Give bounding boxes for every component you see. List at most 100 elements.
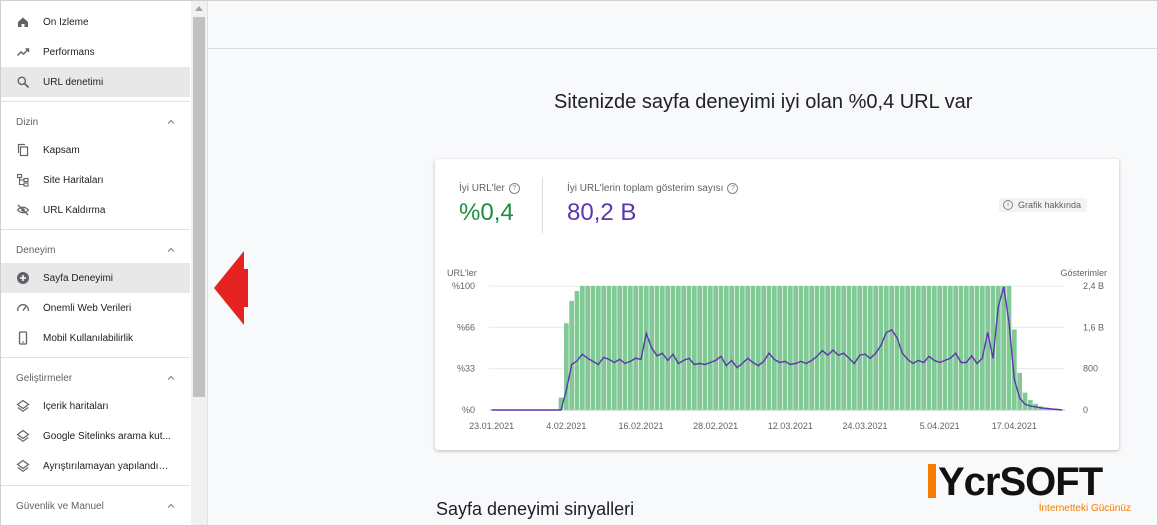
chart-bar — [606, 286, 612, 410]
chart-bar — [745, 286, 751, 410]
sidebar-section-title: Geliştirmeler — [16, 372, 73, 384]
chart-bar — [686, 286, 692, 410]
sidebar-item-url-kald-rma[interactable]: URL Kaldırma — [1, 195, 190, 225]
metric-impressions[interactable]: İyi URL'lerin toplam gösterim sayısı? 80… — [567, 183, 739, 227]
metric-good-urls-label: İyi URL'ler — [459, 183, 505, 194]
chart-bar — [915, 286, 921, 410]
sidebar-item-label: Ayrıştırılamayan yapılandırı... — [43, 460, 171, 472]
sidebar-item-nemli-web-verileri[interactable]: Önemli Web Verileri — [1, 293, 190, 323]
sidebar-scrollbar[interactable] — [191, 1, 207, 525]
about-chart-button[interactable]: i Grafik hakkında — [999, 198, 1088, 212]
chevron-up-icon — [167, 247, 175, 252]
sidebar-item-kapsam[interactable]: Kapsam — [1, 135, 190, 165]
chart-bar — [894, 286, 900, 410]
chart-bar — [611, 286, 617, 410]
sidebar-section-0[interactable]: Dizin — [1, 109, 190, 135]
page-headline: Sitenizde sayfa deneyimi iyi olan %0,4 U… — [554, 91, 973, 113]
chart-bar — [793, 286, 799, 410]
chart-bar — [782, 286, 788, 410]
x-tick-label: 17.04.2021 — [992, 421, 1037, 431]
sidebar-section-2[interactable]: Geliştirmeler — [1, 365, 190, 391]
info-icon: i — [1003, 200, 1013, 210]
sidebar-item-label: Sayfa Deneyimi — [43, 272, 114, 284]
chart-bar — [985, 286, 991, 410]
red-arrow-annotation-icon — [214, 251, 248, 325]
logo-tagline: İnternetteki Gücünüz — [1038, 503, 1131, 514]
chart-bar — [558, 397, 564, 410]
chart-bar — [809, 286, 815, 410]
chart-bar — [569, 300, 575, 410]
sidebar-item-performans[interactable]: Performans — [1, 37, 190, 67]
help-icon[interactable]: ? — [727, 183, 739, 194]
speed-icon — [16, 301, 30, 315]
metric-good-urls[interactable]: İyi URL'ler? %0,4 — [459, 183, 520, 227]
scroll-up-arrow-icon[interactable] — [195, 6, 203, 11]
chart-bar — [595, 286, 601, 410]
sidebar-section-3[interactable]: Güvenlik ve Manuel — [1, 493, 190, 519]
chart-bar — [670, 286, 676, 410]
chart-bar — [723, 286, 729, 410]
chart-bar — [761, 286, 767, 410]
sidebar-section-title: Güvenlik ve Manuel — [16, 500, 104, 512]
chart-bar — [1017, 372, 1023, 410]
sidebar-item-i-erik-haritalar[interactable]: İçerik haritaları — [1, 391, 190, 421]
chart-bar — [622, 286, 628, 410]
chart-bar — [803, 286, 809, 410]
chart-bar — [654, 286, 660, 410]
left-tick-label: %66 — [457, 322, 475, 332]
right-axis-title: Gösterimler — [1060, 268, 1107, 278]
page-experience-chart: URL'ler Gösterimler %100 %66 %33 %0 2,4 B 1,6 B… — [447, 268, 1107, 431]
sidebar-item-sayfa-deneyimi[interactable]: Sayfa Deneyimi — [1, 263, 190, 293]
left-tick-label: %33 — [457, 364, 475, 374]
chart-bar — [777, 286, 783, 410]
sitemap-icon — [16, 173, 30, 187]
chart-bar — [675, 286, 681, 410]
sidebar-section-title: Deneyim — [16, 244, 56, 256]
chart-bar — [563, 323, 569, 410]
chart-bar — [889, 286, 895, 410]
sidebar-item-n-i-zleme[interactable]: Ön İzleme — [1, 7, 190, 37]
chart-bar — [857, 286, 863, 410]
sidebar-item-site-haritalar[interactable]: Site Haritaları — [1, 165, 190, 195]
chart-bar — [707, 286, 713, 410]
sidebar-item-google-sitelinks-arama-kut[interactable]: Google Sitelinks arama kut... — [1, 421, 190, 451]
logo-text: YcrSOFT — [938, 460, 1103, 504]
chart-bar — [627, 286, 633, 410]
sidebar-divider — [1, 485, 190, 486]
chart-bar — [798, 286, 804, 410]
layers-icon — [16, 429, 30, 443]
chart-bar — [766, 286, 772, 410]
chart-bar — [830, 286, 836, 410]
chart-bar — [947, 286, 953, 410]
header-divider — [208, 48, 1157, 49]
sidebar-item-label: Ön İzleme — [43, 16, 89, 28]
chevron-up-icon — [167, 119, 175, 124]
chart-bar — [958, 286, 964, 410]
chart-bar — [590, 286, 596, 410]
chart-bar — [825, 286, 831, 410]
sidebar-section-1[interactable]: Deneyim — [1, 237, 190, 263]
sidebar-item-ayr-t-r-lamayan-yap-land-r[interactable]: Ayrıştırılamayan yapılandırı... — [1, 451, 190, 481]
metric-impressions-label: İyi URL'lerin toplam gösterim sayısı — [567, 183, 724, 194]
x-tick-label: 23.01.2021 — [469, 421, 514, 431]
chevron-up-icon — [167, 503, 175, 508]
chart-bar — [979, 286, 985, 410]
chart-bar — [1006, 286, 1012, 410]
chart-bar — [1027, 400, 1033, 410]
chart-bar — [691, 286, 697, 410]
chart-bar — [659, 286, 665, 410]
help-icon[interactable]: ? — [508, 183, 520, 194]
chart-bar — [755, 286, 761, 410]
chevron-up-icon — [167, 375, 175, 380]
right-tick-label: 1,6 B — [1083, 322, 1104, 332]
phone-icon — [16, 331, 30, 345]
sidebar-item-label: Önemli Web Verileri — [43, 302, 132, 314]
scrollbar-thumb[interactable] — [193, 17, 205, 397]
chart-bar — [771, 286, 777, 410]
chart-card: İyi URL'ler? %0,4 İyi URL'lerin toplam g… — [435, 159, 1119, 450]
sidebar-item-label: URL denetimi — [43, 76, 104, 88]
sidebar-item-mobil-kullan-labilirlik[interactable]: Mobil Kullanılabilirlik — [1, 323, 190, 353]
sidebar-item-url-denetimi[interactable]: URL denetimi — [1, 67, 190, 97]
chart-bar — [883, 286, 889, 410]
